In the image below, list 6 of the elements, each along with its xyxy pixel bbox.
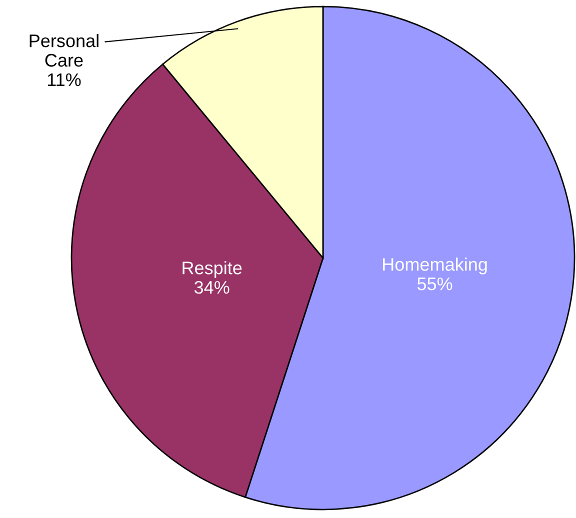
slice-label: Respite <box>182 261 242 278</box>
slice-label: Homemaking <box>383 258 487 274</box>
data-label: 34% <box>194 280 230 294</box>
data-label: 55% <box>417 278 452 290</box>
data-label: 11% <box>48 73 81 86</box>
slice-label: Personal Care <box>30 34 98 67</box>
